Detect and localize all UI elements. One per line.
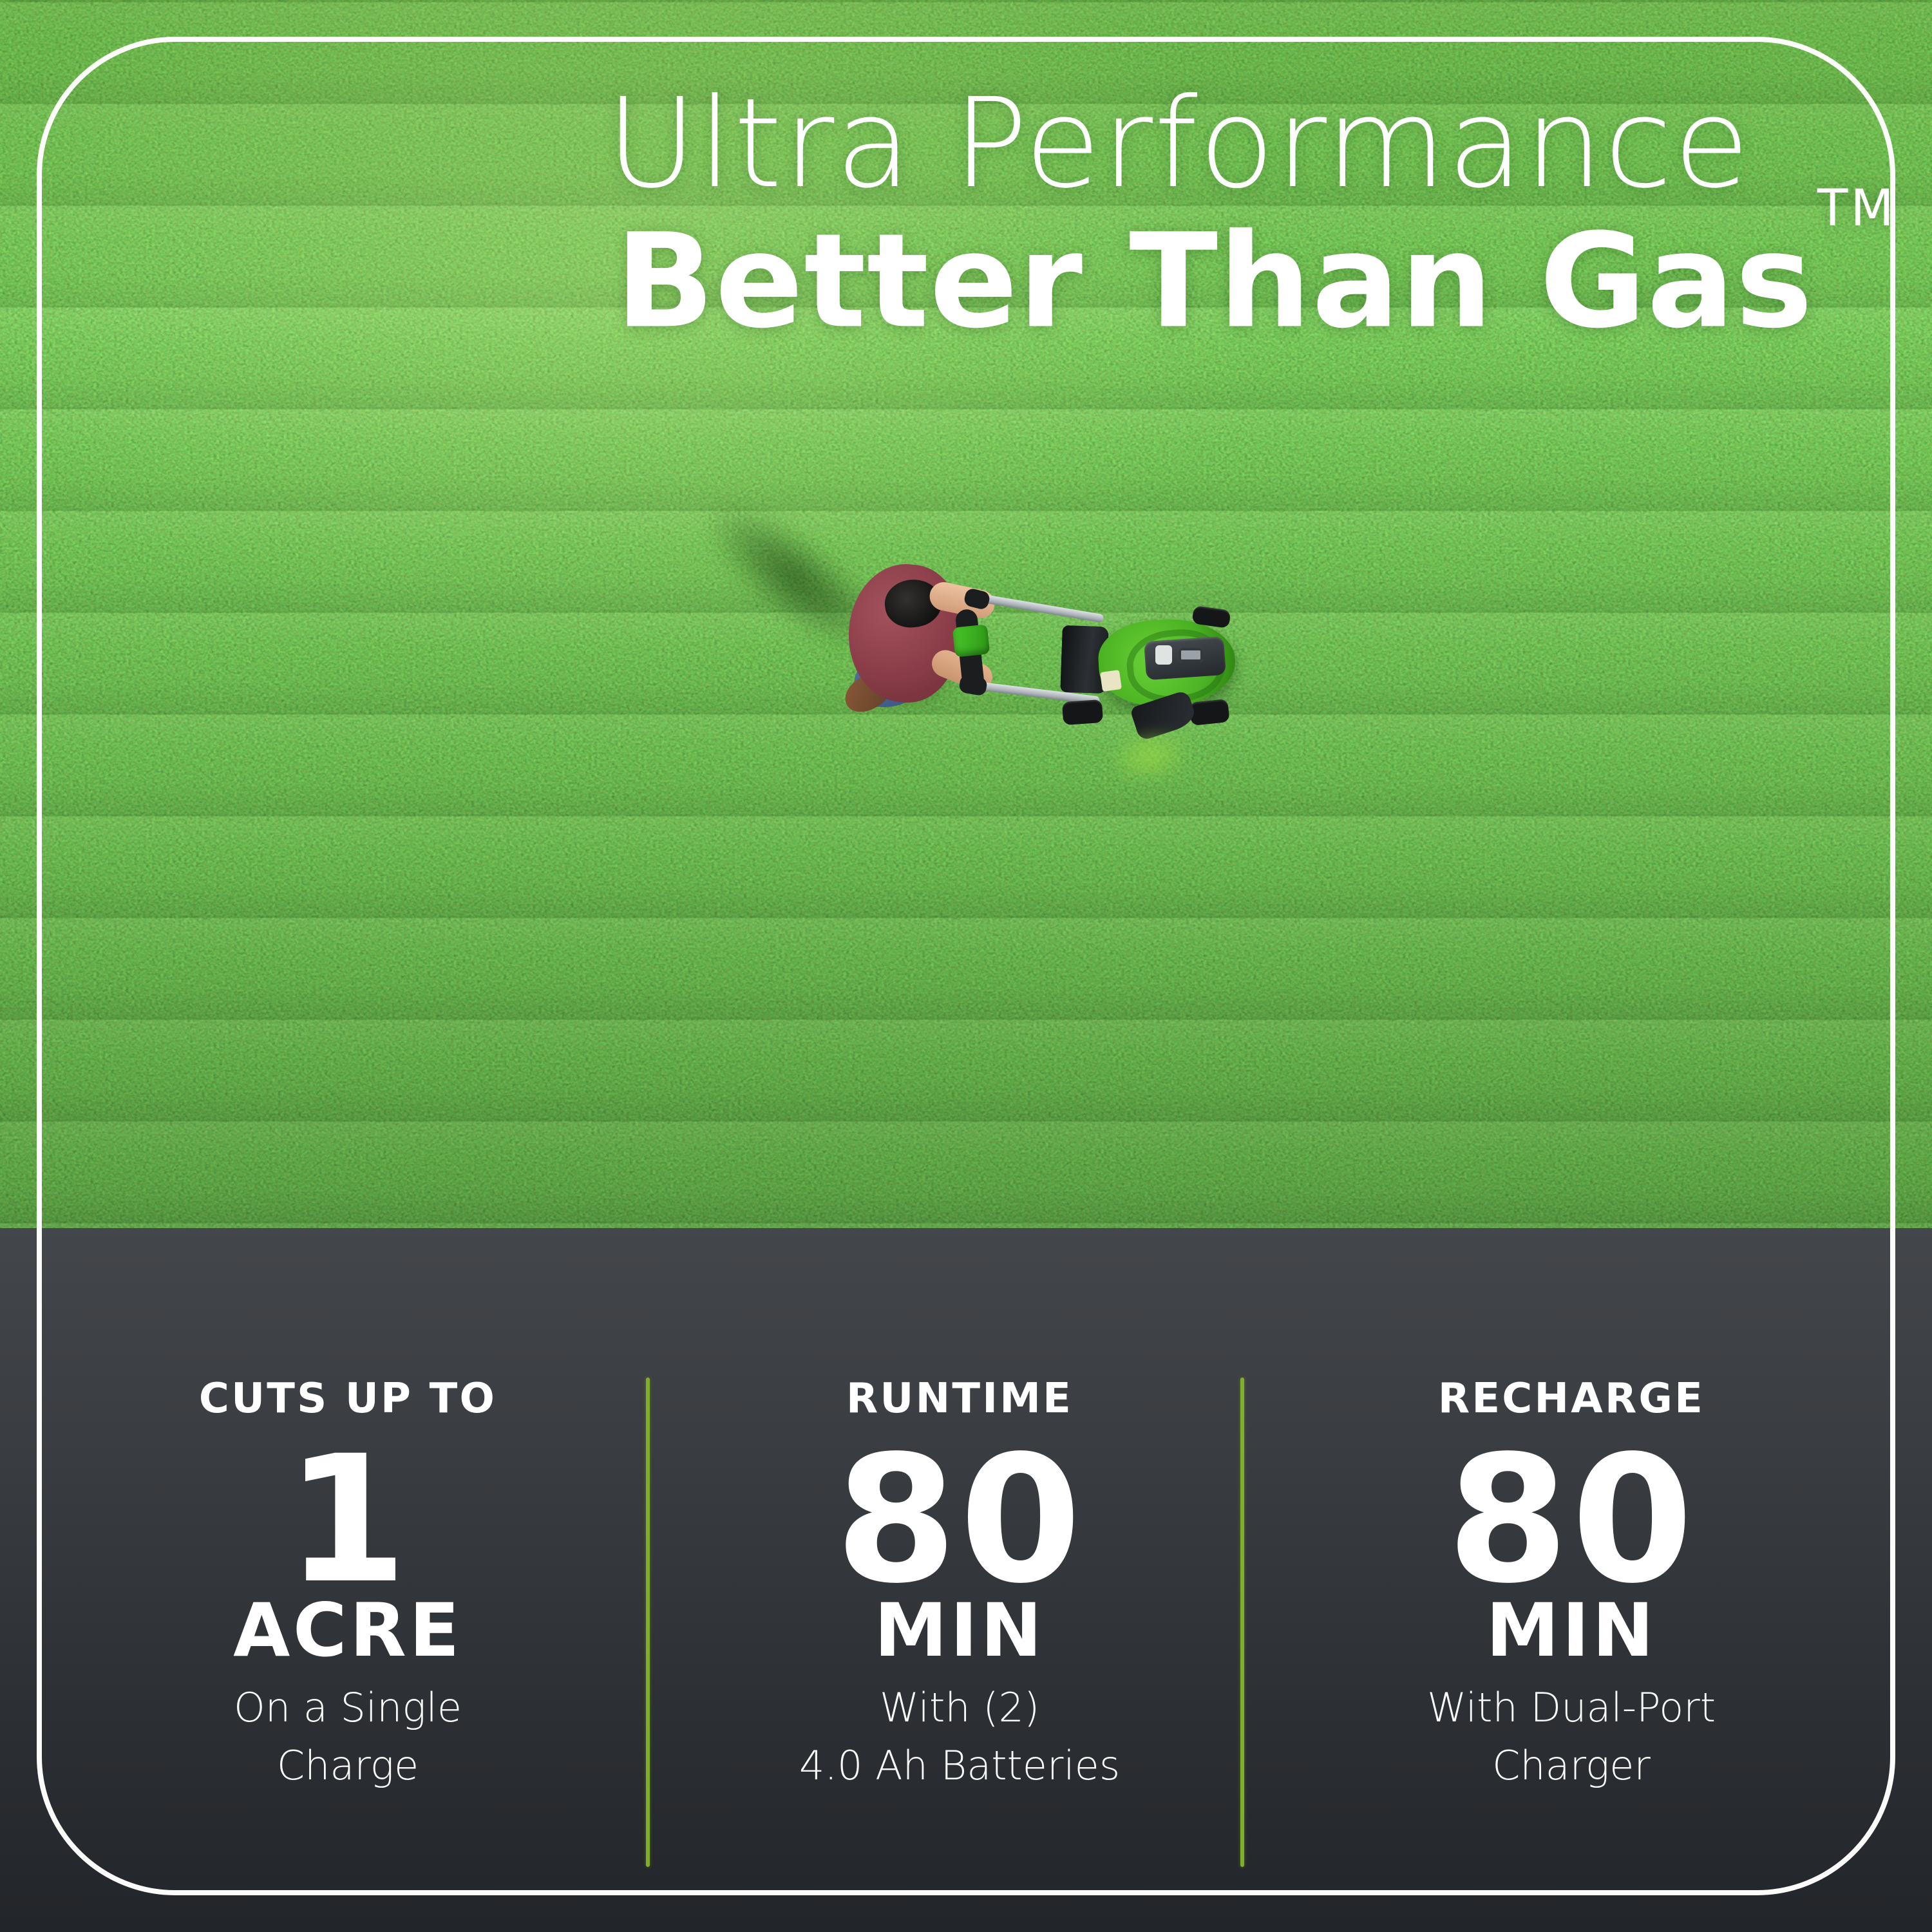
stat-value: 1 bbox=[285, 1419, 410, 1622]
stat-header: RUNTIME bbox=[846, 1375, 1074, 1423]
headline-line2: Better Than GasTM bbox=[567, 180, 1932, 346]
stat-unit: MIN bbox=[874, 1587, 1045, 1673]
headline-line2-text: Better Than Gas bbox=[615, 205, 1814, 357]
stat-unit: ACRE bbox=[233, 1587, 462, 1673]
stat-runtime: RUNTIME 80 MIN With (2) 4.0 Ah Batteries bbox=[683, 1228, 1236, 1932]
mower-wheel bbox=[1189, 698, 1230, 726]
handle-control-housing bbox=[952, 624, 990, 658]
battery-port-icon bbox=[1179, 648, 1203, 662]
stat-recharge: RECHARGE 80 MIN With Dual-Port Charger bbox=[1294, 1228, 1848, 1932]
stat-description: With (2) 4.0 Ah Batteries bbox=[683, 1679, 1236, 1795]
stat-header: RECHARGE bbox=[1437, 1375, 1705, 1423]
stat-description-line1: On a Single bbox=[234, 1684, 462, 1731]
divider bbox=[1240, 1378, 1244, 1867]
stat-description-line2: Charge bbox=[276, 1742, 419, 1789]
stat-description: On a Single Charge bbox=[71, 1679, 625, 1795]
specs-panel: CUTS UP TO 1 ACRE On a Single Charge RUN… bbox=[0, 1228, 1932, 1932]
stat-header: CUTS UP TO bbox=[198, 1375, 497, 1423]
stat-description-line1: With Dual-Port bbox=[1426, 1684, 1716, 1731]
mower-wheel bbox=[1061, 699, 1104, 726]
headline-line1: Ultra Performance bbox=[606, 72, 1751, 216]
lawn-aerial-photo: Ultra Performance Better Than GasTM bbox=[0, 0, 1932, 1228]
battery-port-icon bbox=[1155, 645, 1172, 665]
stat-unit: MIN bbox=[1486, 1587, 1657, 1673]
stat-value: 80 bbox=[1446, 1419, 1696, 1622]
warning-label bbox=[1100, 670, 1122, 692]
stat-value: 80 bbox=[835, 1419, 1084, 1622]
divider bbox=[646, 1378, 650, 1867]
trademark-symbol: TM bbox=[1817, 180, 1897, 238]
stat-description: With Dual-Port Charger bbox=[1294, 1679, 1848, 1795]
stat-description-line1: With (2) bbox=[879, 1684, 1040, 1731]
headline: Ultra Performance Better Than GasTM bbox=[489, 72, 1893, 346]
stat-description-line2: Charger bbox=[1492, 1742, 1651, 1789]
stat-cuts: CUTS UP TO 1 ACRE On a Single Charge bbox=[71, 1228, 625, 1932]
stat-description-line2: 4.0 Ah Batteries bbox=[799, 1742, 1121, 1789]
